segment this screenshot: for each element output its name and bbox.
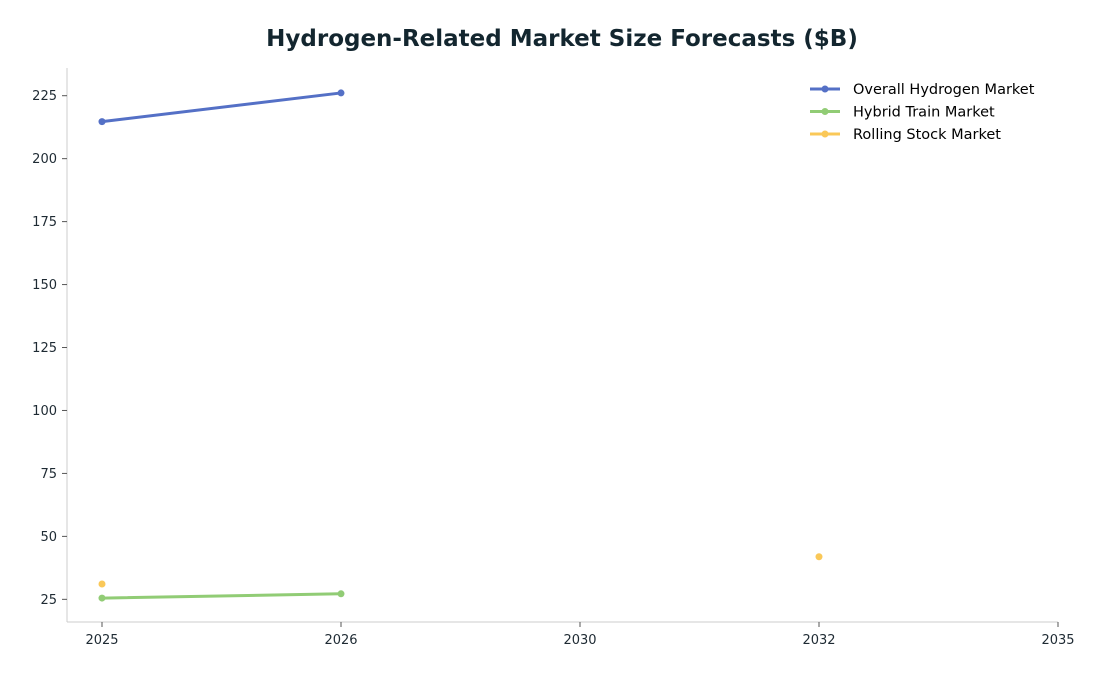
series-line-segment	[100, 592, 343, 600]
y-tick-label: 125	[32, 341, 57, 356]
y-tick-label: 75	[40, 467, 57, 482]
chart-title: Hydrogen-Related Market Size Forecasts (…	[266, 26, 858, 52]
legend-swatch-marker	[821, 130, 829, 138]
y-tick-label: 200	[32, 152, 57, 167]
x-tick-label: 2035	[1041, 633, 1074, 648]
y-tick-label: 150	[32, 278, 57, 293]
y-tick-label: 25	[40, 593, 57, 608]
series-line-segment	[100, 91, 343, 124]
x-tick-label: 2030	[563, 633, 596, 648]
x-tick-label: 2032	[802, 633, 835, 648]
y-tick-label: 100	[32, 404, 57, 419]
legend-swatch-marker	[821, 85, 829, 93]
legend-label: Hybrid Train Market	[853, 105, 995, 121]
legend-label: Rolling Stock Market	[853, 127, 1001, 143]
legend-label: Overall Hydrogen Market	[853, 82, 1035, 98]
data-point	[337, 590, 345, 598]
legend-swatch-marker	[821, 108, 829, 115]
y-tick-label: 225	[32, 89, 57, 104]
data-point	[98, 118, 106, 126]
data-point	[98, 594, 106, 602]
data-point	[98, 580, 106, 588]
data-point	[337, 89, 345, 97]
y-tick-label: 175	[32, 215, 57, 230]
data-point	[815, 553, 823, 561]
y-tick-label: 50	[40, 530, 57, 545]
x-tick-label: 2026	[324, 633, 357, 648]
x-tick-label: 2025	[85, 633, 118, 648]
